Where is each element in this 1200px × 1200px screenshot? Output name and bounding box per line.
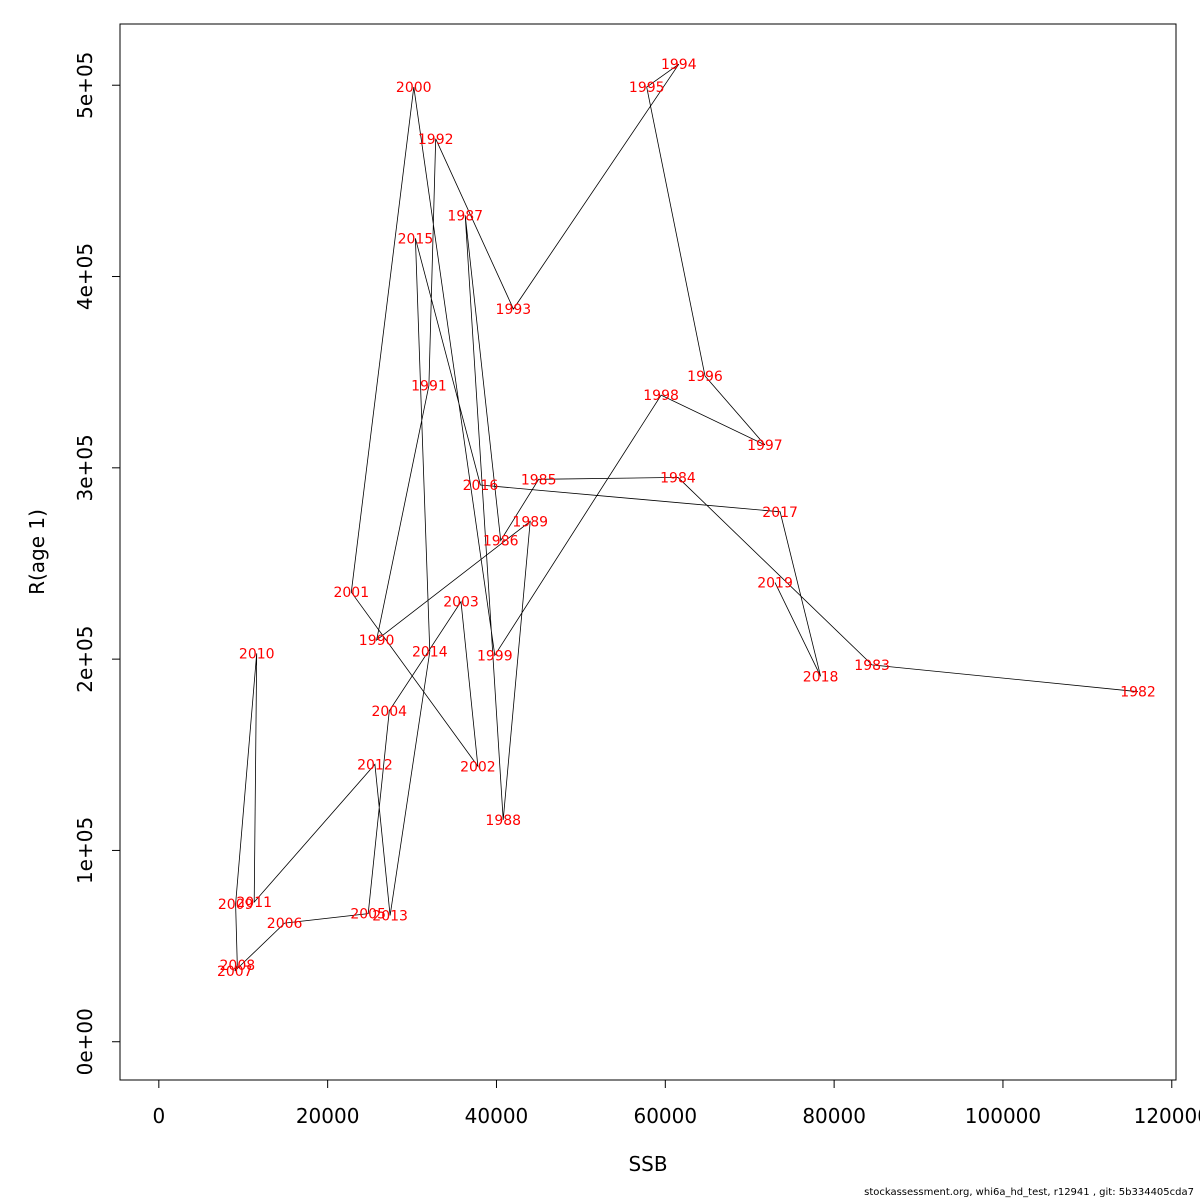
- year-label-2004: 2004: [371, 704, 407, 720]
- year-label-1989: 1989: [512, 514, 548, 530]
- year-label-1993: 1993: [496, 302, 532, 318]
- year-label-1983: 1983: [854, 658, 890, 674]
- year-label-2005: 2005: [350, 907, 386, 923]
- y-axis: 0e+00 1e+05 2e+05 3e+05 4e+05 5e+05: [73, 52, 121, 1075]
- y-tick-label: 4e+05: [73, 243, 97, 310]
- year-label-1994: 1994: [661, 57, 697, 73]
- year-label-1988: 1988: [485, 813, 521, 829]
- year-label-2006: 2006: [267, 916, 303, 932]
- year-label-1997: 1997: [747, 438, 783, 454]
- year-label-2016: 2016: [463, 478, 499, 494]
- y-tick-label: 1e+05: [73, 817, 97, 884]
- y-tick-label: 2e+05: [73, 626, 97, 693]
- year-label-2008: 2008: [220, 958, 256, 974]
- year-label-1996: 1996: [687, 369, 723, 385]
- year-label-1990: 1990: [359, 633, 395, 649]
- x-tick-label: 80000: [802, 1104, 866, 1128]
- year-label-1991: 1991: [411, 379, 447, 395]
- year-label-1992: 1992: [418, 132, 454, 148]
- year-label-2001: 2001: [333, 585, 369, 601]
- year-labels: 1982 1983 1984 1985 1986 1987 1988 1989 1990 1991…: [217, 57, 1156, 980]
- year-label-1998: 1998: [643, 388, 679, 404]
- year-label-1985: 1985: [521, 472, 557, 488]
- sr-series: [234, 63, 1139, 972]
- x-tick-label: 0: [152, 1104, 165, 1128]
- sr-trajectory-line: [234, 63, 1139, 972]
- year-label-1995: 1995: [629, 80, 665, 96]
- year-label-2019: 2019: [757, 576, 793, 592]
- year-label-2003: 2003: [443, 595, 479, 611]
- x-axis-title: SSB: [628, 1152, 667, 1176]
- year-label-2018: 2018: [803, 669, 839, 685]
- x-tick-label: 40000: [465, 1104, 529, 1128]
- year-label-2013: 2013: [372, 908, 408, 924]
- year-label-1999: 1999: [477, 648, 513, 664]
- year-label-2014: 2014: [412, 644, 448, 660]
- year-label-2011: 2011: [236, 895, 272, 911]
- y-tick-label: 3e+05: [73, 434, 97, 501]
- x-tick-label: 60000: [633, 1104, 697, 1128]
- y-axis-title: R(age 1): [25, 509, 49, 595]
- y-tick-label: 5e+05: [73, 52, 97, 119]
- year-label-1986: 1986: [483, 534, 519, 550]
- year-label-1987: 1987: [447, 208, 483, 224]
- x-tick-label: 100000: [965, 1104, 1041, 1128]
- year-label-2012: 2012: [357, 757, 393, 773]
- year-label-2015: 2015: [398, 231, 434, 247]
- year-label-2010: 2010: [239, 646, 275, 662]
- x-tick-label: 20000: [296, 1104, 360, 1128]
- year-label-1984: 1984: [660, 470, 696, 486]
- year-label-2017: 2017: [762, 505, 798, 521]
- footer-note: stockassessment.org, whi6a_hd_test, r129…: [864, 1187, 1194, 1198]
- year-label-2009: 2009: [218, 897, 254, 913]
- year-label-2000: 2000: [396, 80, 432, 96]
- year-label-1982: 1982: [1120, 685, 1156, 701]
- year-label-2007: 2007: [217, 964, 253, 980]
- year-label-2002: 2002: [460, 759, 496, 775]
- y-tick-label: 0e+00: [73, 1008, 97, 1075]
